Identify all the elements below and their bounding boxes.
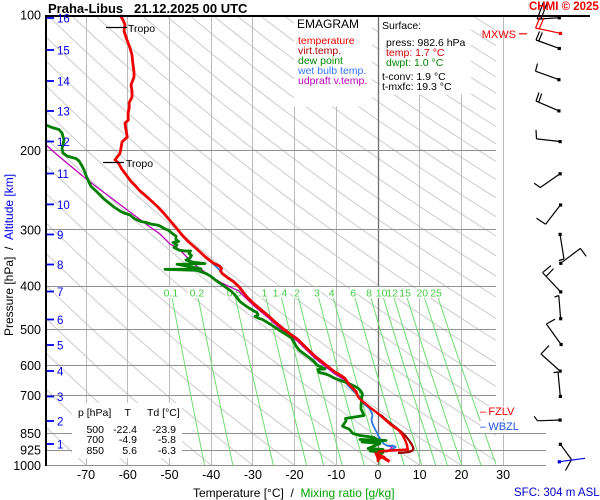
- svg-text:-10: -10: [327, 468, 345, 482]
- svg-text:500: 500: [20, 323, 41, 337]
- svg-text:100: 100: [20, 8, 41, 22]
- svg-text:-40: -40: [202, 468, 220, 482]
- svg-text:7: 7: [57, 287, 63, 299]
- svg-text:2: 2: [57, 417, 63, 429]
- svg-text:12: 12: [57, 137, 70, 149]
- svg-text:0: 0: [375, 468, 382, 482]
- svg-text:600: 600: [20, 359, 41, 373]
- svg-text:-30: -30: [244, 468, 262, 482]
- svg-text:700: 700: [20, 389, 41, 403]
- svg-text:6: 6: [350, 288, 356, 300]
- svg-text:15: 15: [57, 46, 70, 58]
- svg-text:9: 9: [57, 230, 63, 242]
- svg-text:1.4: 1.4: [273, 288, 288, 300]
- svg-text:1: 1: [261, 288, 267, 300]
- svg-text:2: 2: [294, 288, 300, 300]
- svg-text:30: 30: [496, 468, 510, 482]
- svg-text:925: 925: [20, 444, 41, 458]
- svg-text:10: 10: [57, 200, 70, 212]
- svg-text:200: 200: [20, 144, 41, 158]
- svg-text:1000: 1000: [13, 459, 41, 473]
- svg-text:20: 20: [416, 288, 428, 300]
- svg-text:16: 16: [57, 14, 70, 26]
- svg-text:-20: -20: [286, 468, 304, 482]
- svg-text:-60: -60: [119, 468, 137, 482]
- svg-text:400: 400: [20, 280, 41, 294]
- svg-text:Tropo: Tropo: [126, 158, 153, 170]
- svg-text:20: 20: [454, 468, 468, 482]
- svg-text:Pressure [hPa] / Altitude [k: Pressure [hPa] / Altitude [km]: [2, 174, 16, 336]
- svg-text:Tropo: Tropo: [128, 23, 155, 35]
- svg-text:MXWS: MXWS: [482, 29, 516, 41]
- svg-text:4: 4: [57, 367, 64, 379]
- svg-text:6: 6: [57, 315, 63, 327]
- svg-text:1: 1: [57, 440, 63, 452]
- svg-text:10: 10: [376, 288, 388, 300]
- svg-text:3: 3: [57, 392, 63, 404]
- svg-text:12: 12: [386, 288, 398, 300]
- svg-text:11: 11: [57, 169, 69, 181]
- svg-text:25: 25: [430, 288, 442, 300]
- svg-text:8: 8: [366, 288, 372, 300]
- svg-text:13: 13: [57, 107, 70, 119]
- svg-text:8: 8: [57, 260, 63, 272]
- svg-text:-70: -70: [77, 468, 95, 482]
- svg-text:15: 15: [399, 288, 411, 300]
- svg-text:0.2: 0.2: [190, 288, 205, 300]
- svg-text:10: 10: [413, 468, 427, 482]
- svg-text:850: 850: [20, 427, 41, 441]
- svg-text:4: 4: [329, 288, 335, 300]
- svg-text:300: 300: [20, 223, 41, 237]
- svg-text:3: 3: [314, 288, 320, 300]
- svg-text:14: 14: [57, 77, 70, 89]
- svg-text:-50: -50: [160, 468, 178, 482]
- svg-text:0.1: 0.1: [164, 288, 179, 300]
- svg-text:5: 5: [57, 341, 63, 353]
